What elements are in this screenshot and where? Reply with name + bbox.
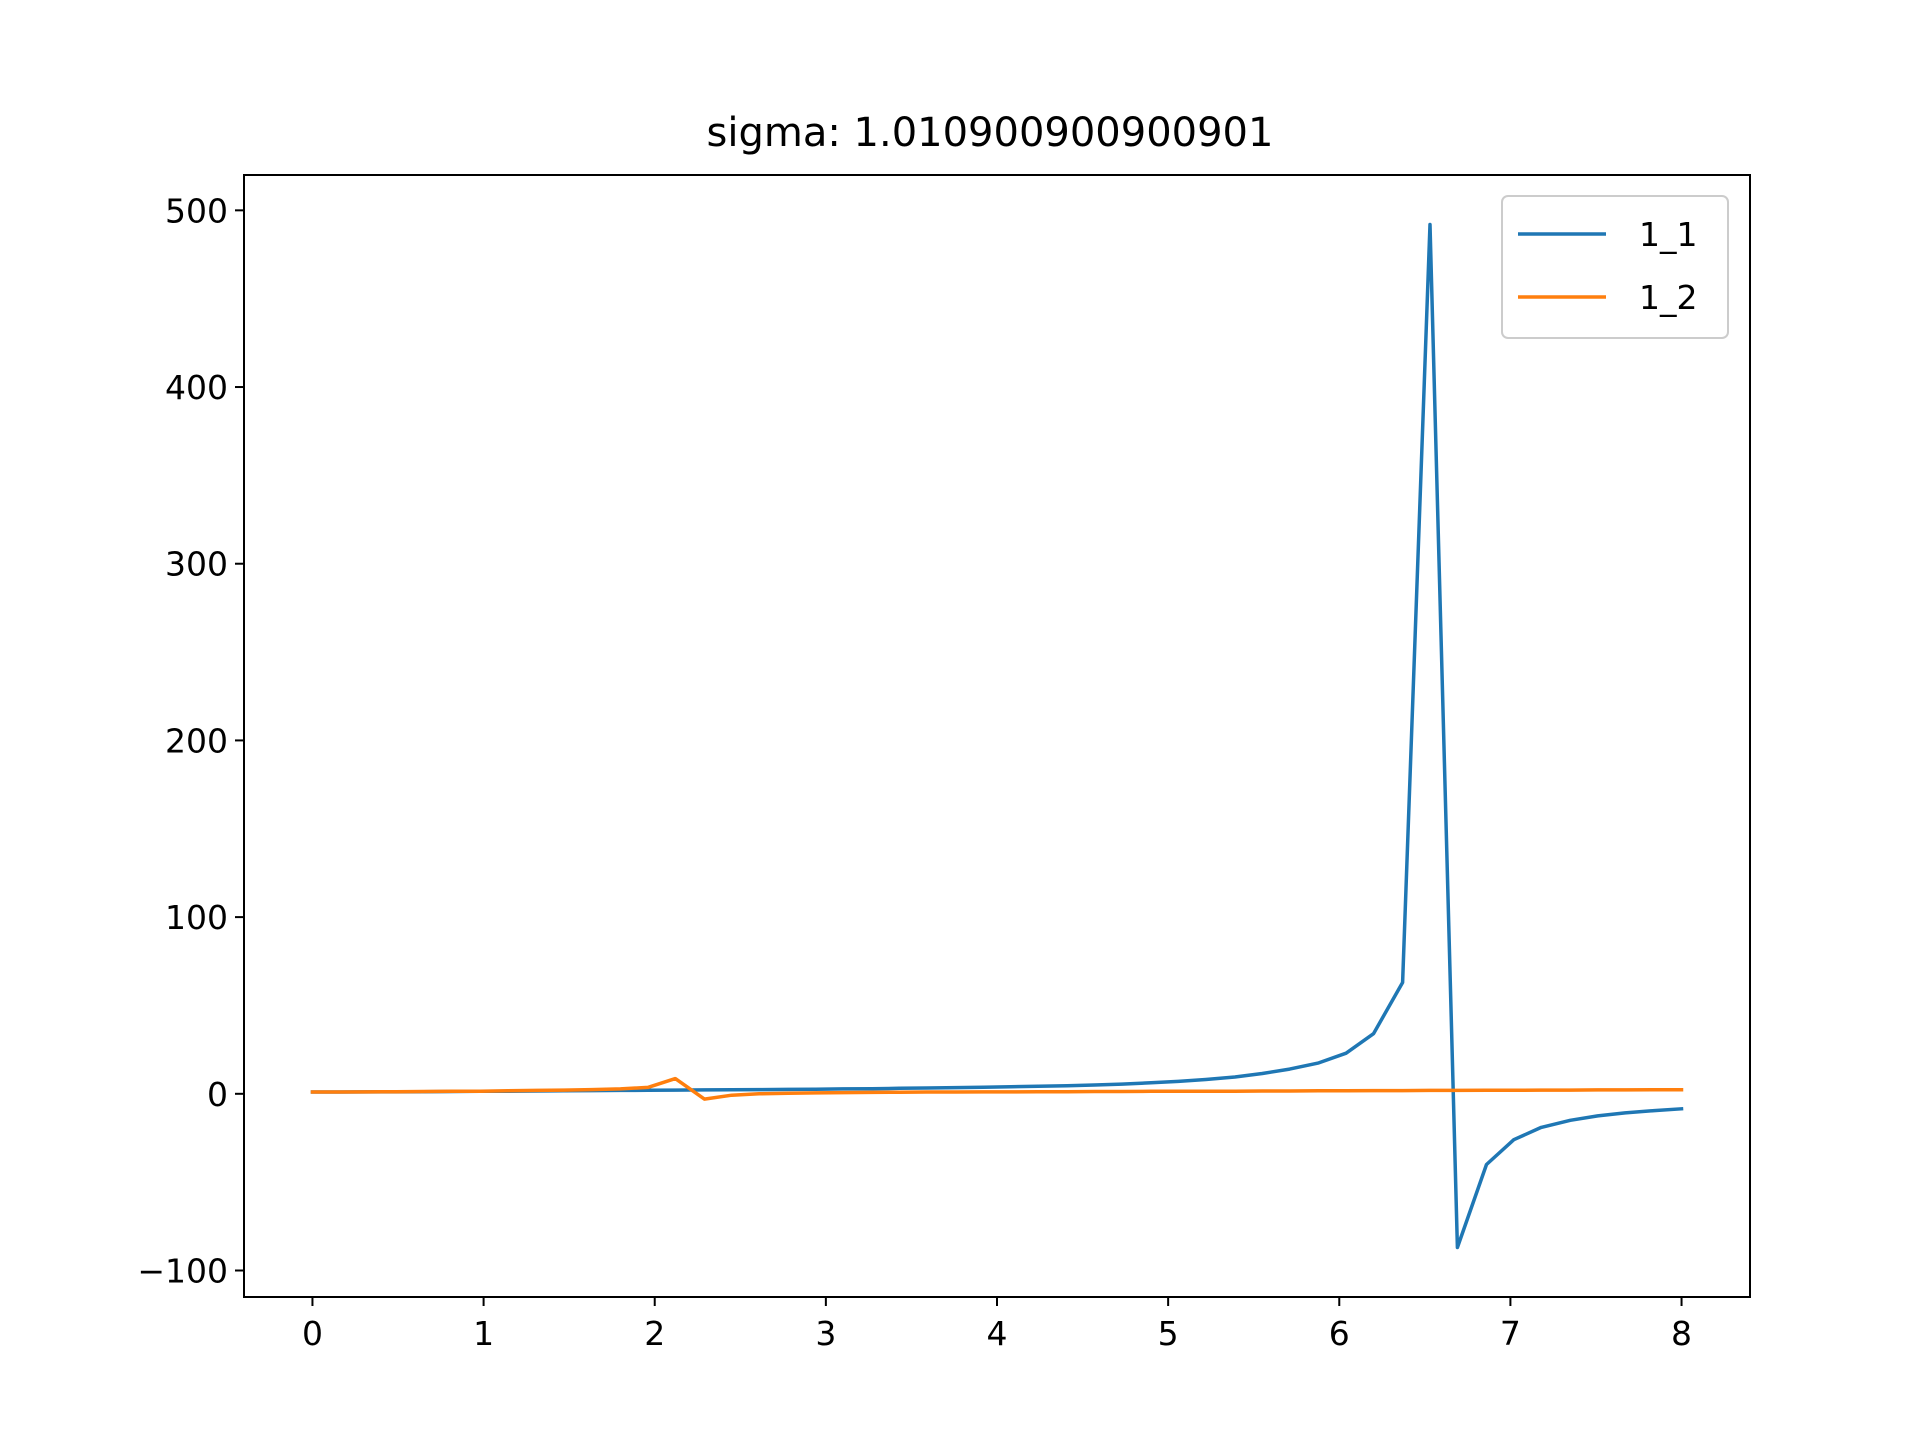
y-tick-label: 200: [165, 721, 228, 760]
legend-box: [1501, 195, 1729, 339]
x-tick-label: 1: [473, 1314, 494, 1353]
x-tick-label: 6: [1329, 1314, 1350, 1353]
y-tick-label: 0: [207, 1075, 228, 1114]
x-axis: 0 1 2 3 4 5 6 7 8: [302, 1297, 1692, 1353]
x-tick-label: 8: [1671, 1314, 1692, 1353]
y-axis: −100 0 100 200 300 400 500: [137, 191, 244, 1290]
x-tick-label: 3: [815, 1314, 836, 1353]
y-tick-label: −100: [137, 1251, 228, 1290]
x-tick-label: 7: [1500, 1314, 1521, 1353]
y-tick-label: 300: [165, 545, 228, 584]
x-tick-label: 5: [1158, 1314, 1179, 1353]
legend-label-1_1: 1_1: [1639, 215, 1698, 254]
y-tick-label: 100: [165, 898, 228, 937]
x-tick-label: 0: [302, 1314, 323, 1353]
legend: 1_1 1_2: [1501, 195, 1729, 339]
series-line-1_2: [310, 1076, 1684, 1101]
chart-title: sigma: 1.010900900900901: [707, 110, 1274, 156]
legend-label-1_2: 1_2: [1639, 278, 1698, 317]
y-tick-label: 400: [165, 368, 228, 407]
x-tick-label: 2: [644, 1314, 665, 1353]
plot-area: [310, 222, 1684, 1250]
y-tick-label: 500: [165, 191, 228, 230]
x-tick-label: 4: [987, 1314, 1008, 1353]
